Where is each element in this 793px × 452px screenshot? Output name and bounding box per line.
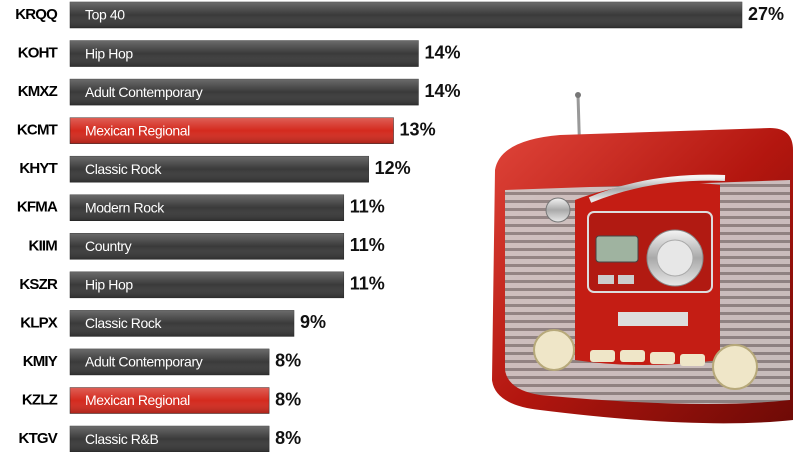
station-label: KRQQ [15, 6, 58, 23]
value-label: 27% [748, 4, 784, 24]
station-label: KIIM [29, 237, 58, 254]
bar-label: Mexican Regional [85, 392, 190, 408]
bar-label: Adult Contemporary [85, 84, 203, 100]
bar-label: Classic R&B [85, 431, 158, 447]
station-label: KCMT [17, 122, 58, 139]
bar-label: Adult Contemporary [85, 354, 203, 370]
station-label: KMXZ [18, 83, 58, 100]
value-label: 8% [275, 428, 301, 448]
bar-label: Hip Hop [85, 45, 133, 61]
station-label: KLPX [20, 314, 58, 331]
bar-label: Modern Rock [85, 199, 165, 215]
station-label: KOHT [18, 45, 58, 62]
bar-label: Country [85, 238, 132, 254]
bar-label: Classic Rock [85, 161, 163, 177]
station-label: KTGV [19, 430, 58, 447]
value-label: 14% [424, 81, 460, 101]
value-label: 8% [275, 351, 301, 371]
station-label: KSZR [19, 276, 58, 293]
bar-shine [70, 2, 742, 28]
value-label: 12% [375, 158, 411, 178]
station-label: KFMA [17, 199, 58, 216]
value-label: 11% [350, 197, 385, 217]
value-label: 9% [300, 312, 326, 332]
bar-label: Hip Hop [85, 277, 133, 293]
value-label: 11% [350, 274, 385, 294]
chart: KRQQ Top 40 27% KOHT Hip Hop 14% KMXZ Adult Con… [0, 0, 793, 452]
radio-illustration [492, 92, 793, 423]
station-label: KHYT [19, 160, 57, 177]
bar-label: Mexican Regional [85, 122, 190, 138]
bar-label: Classic Rock [85, 315, 163, 331]
value-label: 13% [400, 119, 436, 139]
value-label: 8% [275, 389, 301, 409]
value-label: 11% [350, 235, 385, 255]
station-label: KZLZ [22, 391, 58, 408]
bar-label: Top 40 [85, 7, 125, 23]
value-label: 14% [424, 42, 460, 62]
station-label: KMIY [23, 353, 58, 370]
